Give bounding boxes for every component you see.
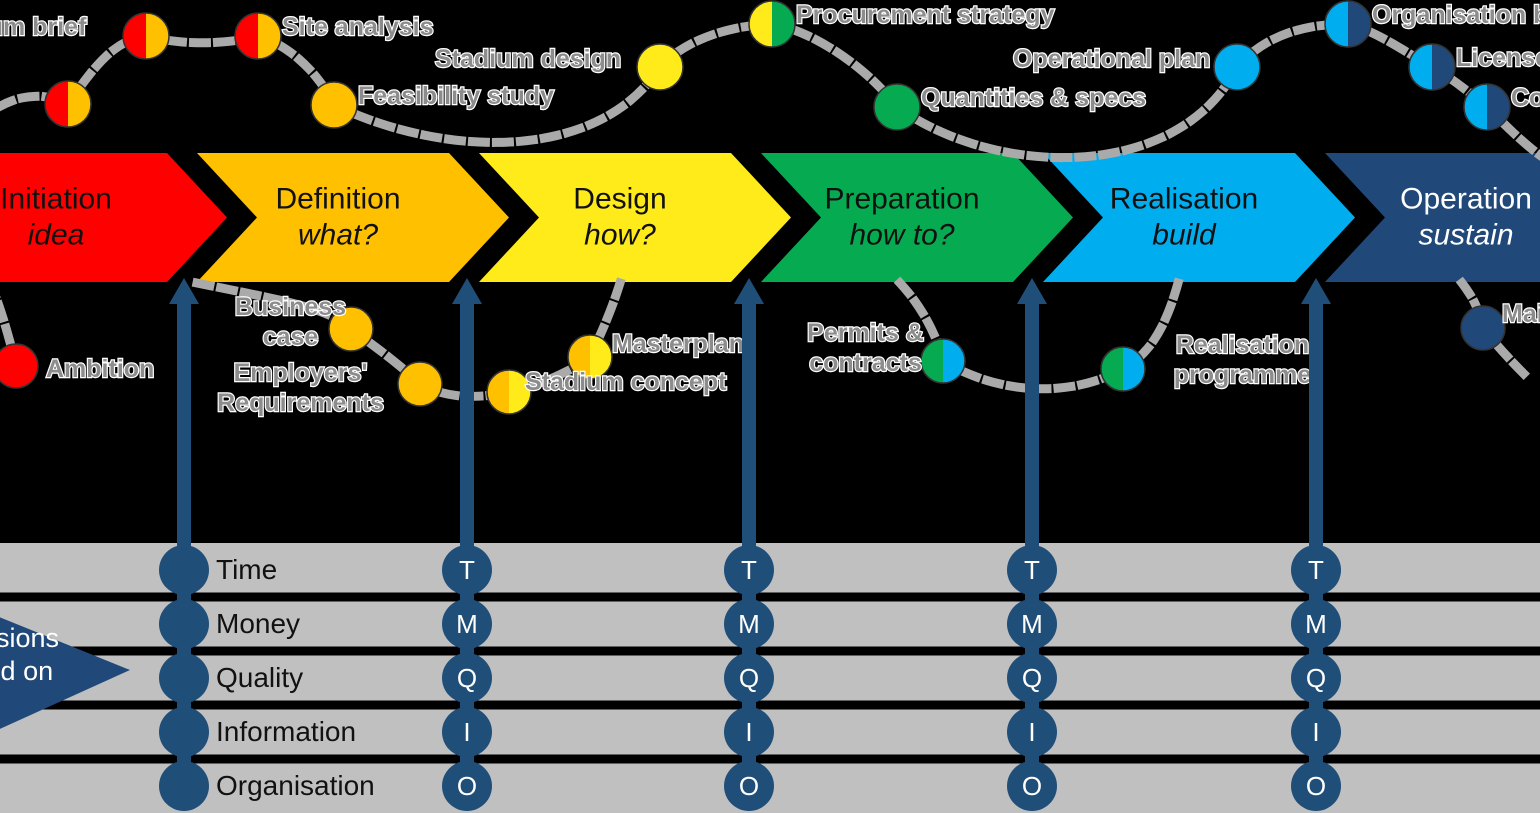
- svg-text:T: T: [459, 555, 475, 585]
- svg-text:I: I: [745, 717, 752, 747]
- svg-text:T: T: [1308, 555, 1324, 585]
- svg-text:Q: Q: [739, 663, 759, 693]
- svg-text:I: I: [463, 717, 470, 747]
- svg-text:M: M: [456, 609, 478, 639]
- svg-text:T: T: [741, 555, 757, 585]
- svg-text:Q: Q: [1306, 663, 1326, 693]
- svg-text:O: O: [1022, 771, 1042, 801]
- svg-text:O: O: [739, 771, 759, 801]
- svg-text:M: M: [1305, 609, 1327, 639]
- svg-text:M: M: [738, 609, 760, 639]
- svg-text:I: I: [1312, 717, 1319, 747]
- svg-text:O: O: [1306, 771, 1326, 801]
- svg-text:I: I: [1028, 717, 1035, 747]
- svg-text:Q: Q: [457, 663, 477, 693]
- svg-text:O: O: [457, 771, 477, 801]
- svg-text:M: M: [1021, 609, 1043, 639]
- svg-text:Q: Q: [1022, 663, 1042, 693]
- svg-text:T: T: [1024, 555, 1040, 585]
